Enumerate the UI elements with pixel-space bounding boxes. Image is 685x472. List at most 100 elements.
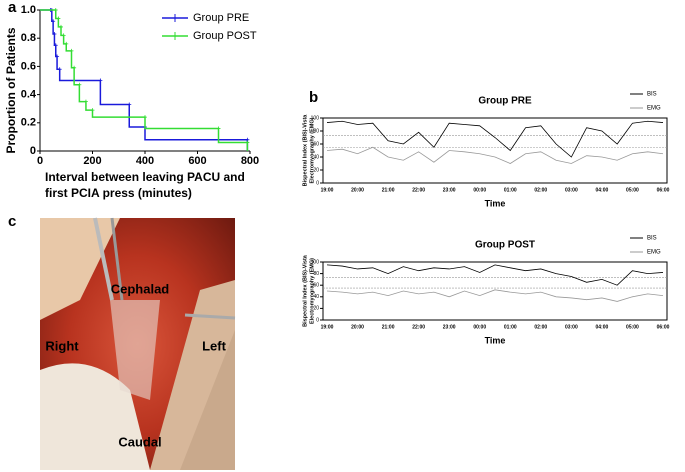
y-tick-label: 20 — [313, 167, 319, 173]
y-tick-label: 40 — [313, 154, 319, 160]
x-axis-label: first PCIA press (minutes) — [45, 186, 192, 200]
censor-mark — [216, 126, 221, 131]
photo-label: Caudal — [118, 434, 161, 449]
chart-title: Group POST — [475, 240, 535, 251]
x-axis-label: Interval between leaving PACU and — [45, 170, 245, 184]
photo: Cephalad Right Left Caudal — [40, 217, 236, 470]
x-tick-label: 600 — [188, 155, 206, 167]
x-tick-label: 04:00 — [596, 187, 609, 193]
x-tick-label: 800 — [241, 155, 259, 167]
plot-frame — [322, 117, 668, 184]
series-line — [326, 120, 664, 158]
censor-mark — [56, 16, 61, 21]
censor-mark — [53, 43, 58, 48]
x-axis-label: Time — [485, 335, 506, 345]
y-axis-label: Bispectral Index (BIS)-Vista — [302, 254, 308, 327]
x-tick-label: 21:00 — [382, 324, 395, 330]
legend-label: BIS — [647, 236, 657, 242]
censor-mark — [57, 67, 62, 72]
x-tick-label: 05:00 — [626, 187, 639, 193]
x-tick-label: 01:00 — [504, 324, 517, 330]
y-tick-label: 0 — [316, 180, 319, 186]
photo-label: Cephalad — [111, 281, 170, 296]
x-tick-label: 20:00 — [351, 187, 364, 193]
panel-letter: a — [8, 0, 17, 16]
x-tick-label: 06:00 — [657, 187, 670, 193]
censor-mark — [53, 8, 58, 12]
x-tick-label: 06:00 — [657, 324, 670, 330]
x-tick-label: 02:00 — [534, 187, 547, 193]
panel-letter: c — [8, 213, 16, 230]
censor-mark — [127, 102, 132, 107]
censor-mark — [69, 48, 74, 53]
x-tick-label: 0 — [37, 155, 43, 167]
y-tick-label: 40 — [313, 294, 319, 300]
y-axis-label: Bispectral Index (BIS)-Vista — [302, 114, 308, 187]
y-axis-label: Electromyography (EMG) — [309, 117, 315, 183]
y-axis-label: Electromyography (EMG) — [309, 258, 315, 324]
y-tick-label: 100 — [311, 259, 320, 265]
x-axis-label: Time — [485, 198, 506, 208]
censor-mark — [64, 41, 69, 46]
series-line — [326, 146, 664, 164]
x-tick-label: 20:00 — [351, 324, 364, 330]
x-tick-label: 01:00 — [504, 187, 517, 193]
x-tick-label: 00:00 — [473, 187, 486, 193]
y-tick-label: 80 — [313, 128, 319, 134]
y-tick-label: 0.4 — [21, 89, 37, 101]
censor-mark — [51, 19, 56, 24]
y-tick-label: 0.8 — [21, 32, 36, 44]
chart-title: Group PRE — [478, 96, 532, 107]
legend-label: EMG — [647, 106, 661, 112]
y-tick-label: 0.6 — [21, 60, 36, 72]
x-tick-label: 22:00 — [412, 187, 425, 193]
x-tick-label: 22:00 — [412, 324, 425, 330]
censor-mark — [77, 82, 82, 87]
y-tick-label: 20 — [313, 306, 319, 312]
x-tick-label: 19:00 — [321, 324, 334, 330]
censor-mark — [61, 33, 66, 38]
plot-frame — [322, 261, 668, 321]
censor-mark — [55, 54, 60, 59]
y-tick-label: 1.0 — [21, 4, 36, 16]
censor-mark — [98, 78, 103, 83]
x-tick-label: 19:00 — [321, 187, 334, 193]
legend-label: Group POST — [193, 30, 257, 42]
y-tick-label: 60 — [313, 283, 319, 289]
x-tick-label: 400 — [136, 155, 154, 167]
y-axis-label: Proportion of Patients — [4, 27, 18, 153]
y-tick-label: 60 — [313, 141, 319, 147]
y-tick-label: 0.2 — [21, 117, 36, 129]
y-tick-label: 0 — [30, 145, 36, 157]
legend-marker — [171, 14, 179, 22]
censor-mark — [143, 115, 147, 120]
y-tick-label: 100 — [311, 115, 320, 121]
panel-letter: b — [309, 89, 318, 106]
y-tick-label: 80 — [313, 271, 319, 277]
legend-label: EMG — [647, 250, 661, 256]
photo-label: Right — [45, 338, 79, 353]
censor-mark — [72, 65, 77, 70]
censor-mark — [83, 99, 88, 104]
censor-mark — [52, 31, 57, 36]
x-tick-label: 03:00 — [565, 324, 578, 330]
x-tick-label: 23:00 — [443, 324, 456, 330]
x-tick-label: 00:00 — [473, 324, 486, 330]
series-line — [326, 264, 664, 286]
x-tick-label: 02:00 — [534, 324, 547, 330]
photo-label: Left — [202, 338, 227, 353]
legend-label: BIS — [647, 92, 657, 98]
x-tick-label: 04:00 — [596, 324, 609, 330]
x-tick-label: 23:00 — [443, 187, 456, 193]
series-line — [326, 289, 664, 302]
censor-mark — [90, 108, 95, 113]
x-tick-label: 200 — [83, 155, 101, 167]
legend-marker — [171, 32, 179, 40]
y-tick-label: 0 — [316, 317, 319, 323]
censor-mark — [59, 24, 63, 29]
x-tick-label: 03:00 — [565, 187, 578, 193]
censor-mark — [245, 140, 250, 145]
x-tick-label: 21:00 — [382, 187, 395, 193]
x-tick-label: 05:00 — [626, 324, 639, 330]
